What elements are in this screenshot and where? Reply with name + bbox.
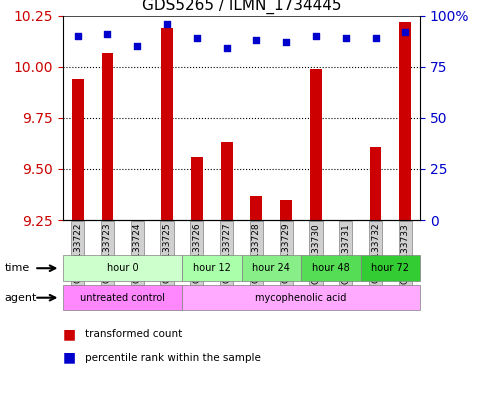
- Text: agent: agent: [5, 293, 37, 303]
- Text: time: time: [5, 263, 30, 273]
- Point: [282, 39, 290, 46]
- Text: transformed count: transformed count: [85, 329, 182, 339]
- Bar: [221, 142, 233, 220]
- Bar: [101, 53, 114, 220]
- Text: untreated control: untreated control: [80, 293, 165, 303]
- Bar: [369, 147, 382, 220]
- Text: hour 12: hour 12: [193, 263, 231, 273]
- Text: ■: ■: [63, 327, 76, 341]
- Point: [193, 35, 201, 41]
- Text: ■: ■: [63, 351, 76, 365]
- Point: [312, 33, 320, 39]
- Text: mycophenolic acid: mycophenolic acid: [256, 293, 347, 303]
- Text: hour 48: hour 48: [312, 263, 350, 273]
- Bar: [280, 200, 292, 220]
- Point: [253, 37, 260, 43]
- Text: hour 24: hour 24: [252, 263, 290, 273]
- Bar: [191, 157, 203, 220]
- Text: hour 0: hour 0: [107, 263, 138, 273]
- Title: GDS5265 / ILMN_1734445: GDS5265 / ILMN_1734445: [142, 0, 341, 15]
- Bar: [161, 28, 173, 220]
- Text: percentile rank within the sample: percentile rank within the sample: [85, 353, 260, 363]
- Bar: [310, 69, 322, 220]
- Text: hour 72: hour 72: [371, 263, 410, 273]
- Point: [133, 43, 141, 50]
- Bar: [72, 79, 84, 220]
- Point: [104, 31, 112, 37]
- Point: [163, 21, 171, 27]
- Point: [401, 29, 409, 35]
- Bar: [251, 196, 262, 220]
- Point: [342, 35, 350, 41]
- Point: [223, 45, 230, 51]
- Point: [372, 35, 380, 41]
- Point: [74, 33, 82, 39]
- Bar: [399, 22, 412, 220]
